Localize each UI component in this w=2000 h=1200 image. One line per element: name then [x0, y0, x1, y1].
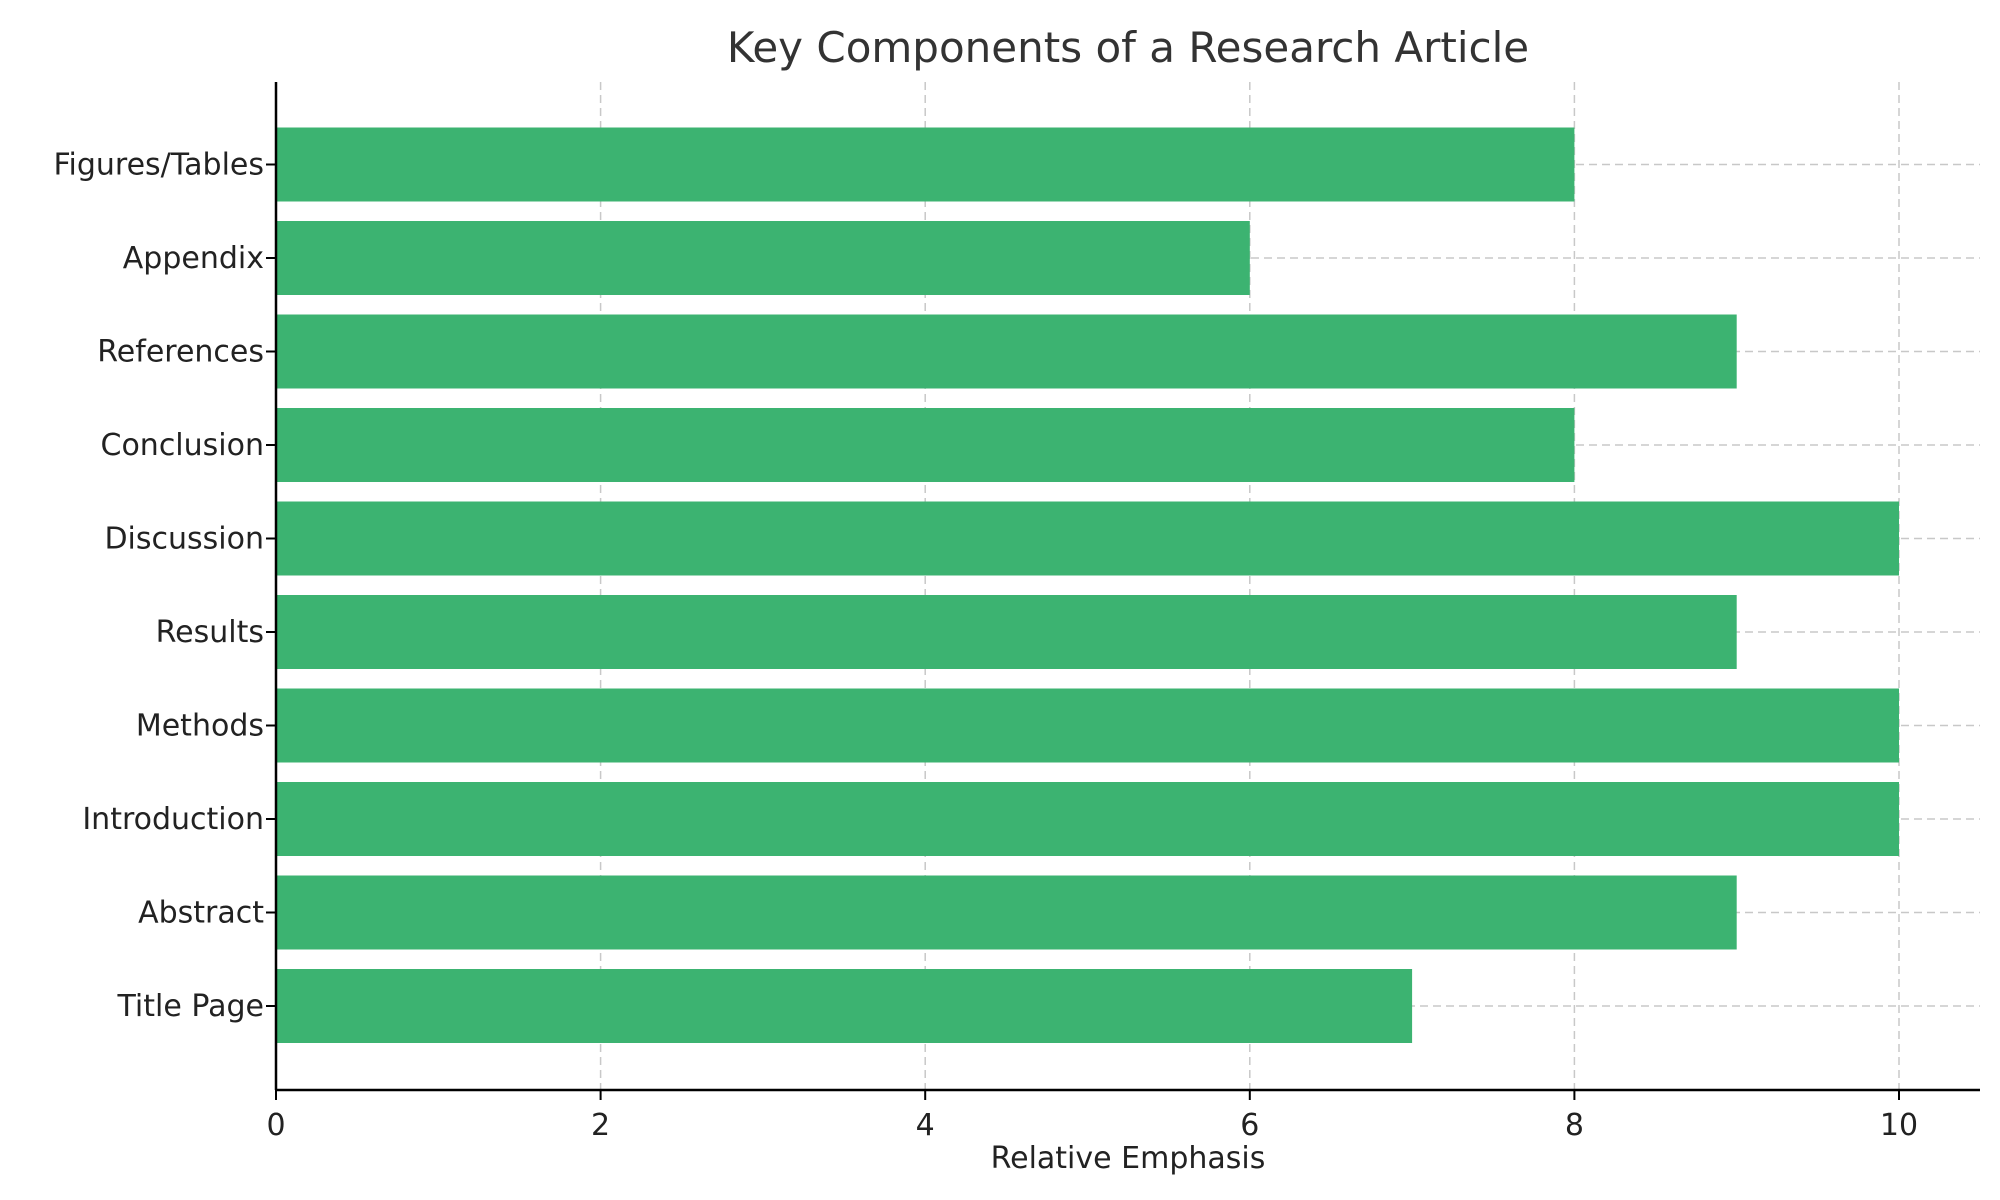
bar-references [276, 314, 1737, 389]
chart-title: Key Components of a Research Article [727, 23, 1529, 72]
x-tick-label-10: 10 [1880, 1108, 1918, 1143]
y-tick-label-discussion: Discussion [104, 522, 264, 557]
bar-abstract [276, 875, 1737, 950]
bars-layer [276, 127, 1899, 1043]
y-tick-label-title-page: Title Page [117, 989, 264, 1024]
y-tick-label-results: Results [156, 615, 264, 650]
bar-methods [276, 688, 1899, 763]
x-tick-label-0: 0 [266, 1108, 285, 1143]
x-tick-label-8: 8 [1565, 1108, 1584, 1143]
y-tick-label-abstract: Abstract [138, 896, 264, 931]
y-tick-label-conclusion: Conclusion [101, 428, 265, 463]
y-tick-label-methods: Methods [136, 709, 264, 744]
x-tick-label-2: 2 [591, 1108, 610, 1143]
x-tick-label-6: 6 [1240, 1108, 1259, 1143]
y-tick-label-introduction: Introduction [82, 802, 264, 837]
bar-title-page [276, 969, 1413, 1043]
axes-layer [274, 82, 1980, 1092]
bar-introduction [276, 782, 1899, 856]
x-tick-label-4: 4 [916, 1108, 935, 1143]
bar-figures-tables [276, 127, 1575, 202]
bar-discussion [276, 501, 1899, 576]
y-tick-label-references: References [97, 335, 264, 370]
bar-appendix [276, 221, 1250, 295]
x-ticks-layer: 0 2 4 6 8 10 [266, 1090, 1918, 1143]
bar-results [276, 595, 1737, 669]
y-tick-label-figures-tables: Figures/Tables [53, 148, 264, 183]
y-ticks-layer: Title Page Abstract Introduction Methods Res… [53, 148, 276, 1024]
bar-conclusion [276, 408, 1575, 482]
y-tick-label-appendix: Appendix [123, 241, 264, 276]
x-axis-label: Relative Emphasis [991, 1141, 1266, 1176]
